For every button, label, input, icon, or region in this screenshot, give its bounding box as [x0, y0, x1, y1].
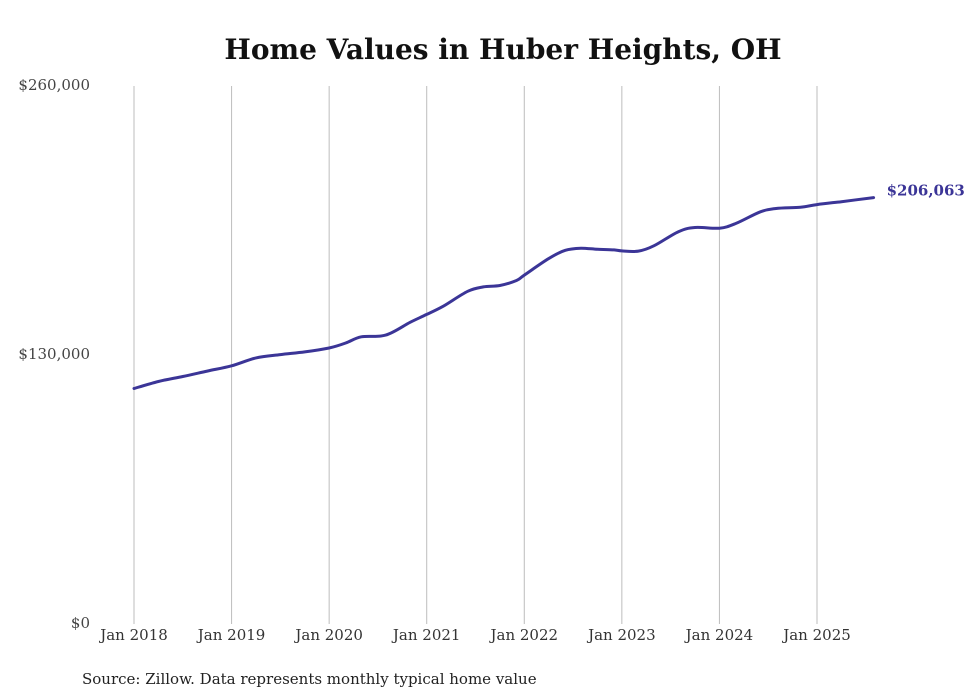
grid-layer [133, 86, 818, 624]
series-line [132, 196, 876, 390]
series-layer: $206,063 [132, 182, 965, 390]
x-tick-label: Jan 2018 [98, 626, 168, 644]
chart-source-note: Source: Zillow. Data represents monthly … [82, 670, 537, 688]
series-end-value-label: $206,063 [887, 182, 965, 200]
x-tick-label: Jan 2022 [489, 626, 559, 644]
x-tick-label: Jan 2024 [684, 626, 754, 644]
y-axis-ticks: $0 $130,000 $260,000 [18, 76, 90, 632]
y-tick-label: $260,000 [18, 76, 90, 94]
x-tick-label: Jan 2023 [586, 626, 656, 644]
x-tick-label: Jan 2025 [781, 626, 851, 644]
x-tick-label: Jan 2020 [293, 626, 363, 644]
x-axis-ticks: Jan 2018 Jan 2019 Jan 2020 Jan 2021 Jan 2022… [98, 626, 851, 644]
x-tick-label: Jan 2021 [391, 626, 461, 644]
x-tick-label: Jan 2019 [196, 626, 266, 644]
chart-title: Home Values in Huber Heights, OH [224, 33, 781, 66]
y-tick-label: $0 [71, 614, 90, 632]
y-tick-label: $130,000 [18, 345, 90, 363]
